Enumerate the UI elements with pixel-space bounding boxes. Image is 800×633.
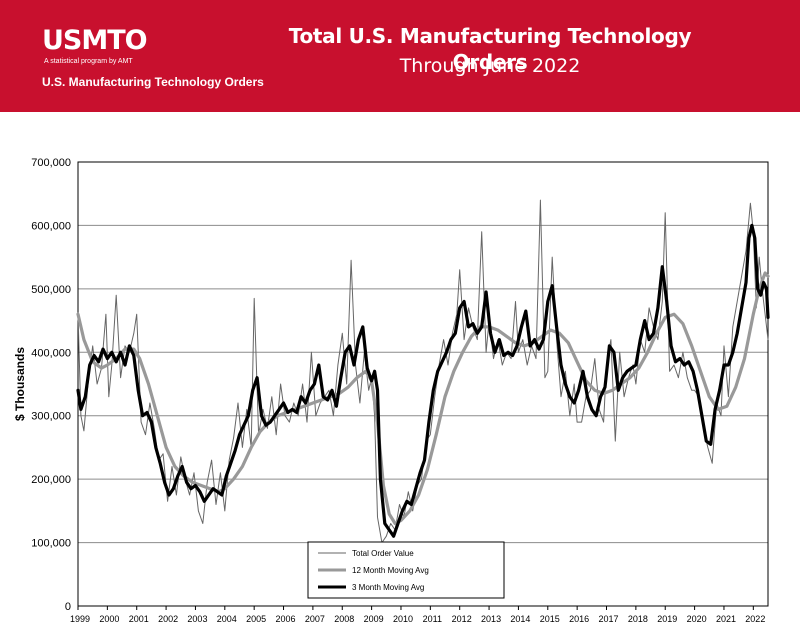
chart-title: Total U.S. Manufacturing Technology Orde… xyxy=(288,24,692,74)
banner-subtitle: U.S. Manufacturing Technology Orders xyxy=(42,75,264,89)
y-axis-tick-labels: 0 100,000 200,000 300,000 400,000 500,000 600,… xyxy=(31,157,71,613)
chart-subtitle: Through June 2022 xyxy=(399,55,581,77)
x-tick-label: 2021 xyxy=(716,614,736,624)
x-tick-label: 2014 xyxy=(510,614,530,624)
x-tick-label: 2003 xyxy=(187,614,207,624)
x-tick-label: 2018 xyxy=(628,614,648,624)
series-3-month-moving-avg xyxy=(76,223,770,538)
x-tick-label: 2004 xyxy=(217,614,237,624)
legend-label-total: Total Order Value xyxy=(352,549,414,558)
y-tick-label: 400,000 xyxy=(31,347,71,359)
series-total-order-value xyxy=(77,199,769,544)
series-lines xyxy=(76,199,770,544)
x-tick-label: 2020 xyxy=(687,614,707,624)
y-tick-label: 200,000 xyxy=(31,474,71,486)
x-tick-label: 2022 xyxy=(745,614,765,624)
x-tick-label: 2015 xyxy=(540,614,560,624)
x-tick-label: 2017 xyxy=(598,614,618,624)
y-tick-label: 600,000 xyxy=(31,220,71,232)
y-tick-label: 700,000 xyxy=(31,157,71,169)
series-12-month-moving-avg xyxy=(76,271,770,526)
y-tick-label: 100,000 xyxy=(31,538,71,550)
y-tick-label: 0 xyxy=(65,601,71,613)
x-tick-label: 2002 xyxy=(158,614,178,624)
x-tick-label: 2000 xyxy=(99,614,119,624)
x-tick-label: 2012 xyxy=(452,614,472,624)
y-tick-label: 300,000 xyxy=(31,411,71,423)
x-tick-label: 2010 xyxy=(393,614,413,624)
legend-label-3mo: 3 Month Moving Avg xyxy=(352,583,424,592)
x-tick-label: 2009 xyxy=(364,614,384,624)
x-tick-label: 2011 xyxy=(423,614,442,624)
x-tick-label: 2006 xyxy=(276,614,296,624)
x-axis-tick-labels: 1999 2000 2001 2002 2003 2004 2005 2006 2007 2008… xyxy=(70,606,765,624)
x-tick-label: 2007 xyxy=(305,614,325,624)
y-axis-label: $ Thousands xyxy=(13,347,27,421)
plot-frame xyxy=(77,161,769,607)
header-banner: USMTO A statistical program by AMT U.S. … xyxy=(0,0,800,112)
x-tick-label: 2005 xyxy=(246,614,266,624)
x-tick-label: 2001 xyxy=(129,614,149,624)
x-tick-label: 2013 xyxy=(481,614,501,624)
legend-label-12mo: 12 Month Moving Avg xyxy=(352,566,429,575)
x-tick-label: 2016 xyxy=(569,614,589,624)
logo-tagline: A statistical program by AMT xyxy=(44,58,133,65)
y-tick-label: 500,000 xyxy=(31,284,71,296)
legend: Total Order Value 12 Month Moving Avg 3 … xyxy=(307,541,505,599)
usmto-logo: USMTO xyxy=(42,25,148,56)
x-tick-label: 2008 xyxy=(334,614,354,624)
x-tick-label: 1999 xyxy=(70,614,90,624)
x-tick-label: 2019 xyxy=(657,614,677,624)
